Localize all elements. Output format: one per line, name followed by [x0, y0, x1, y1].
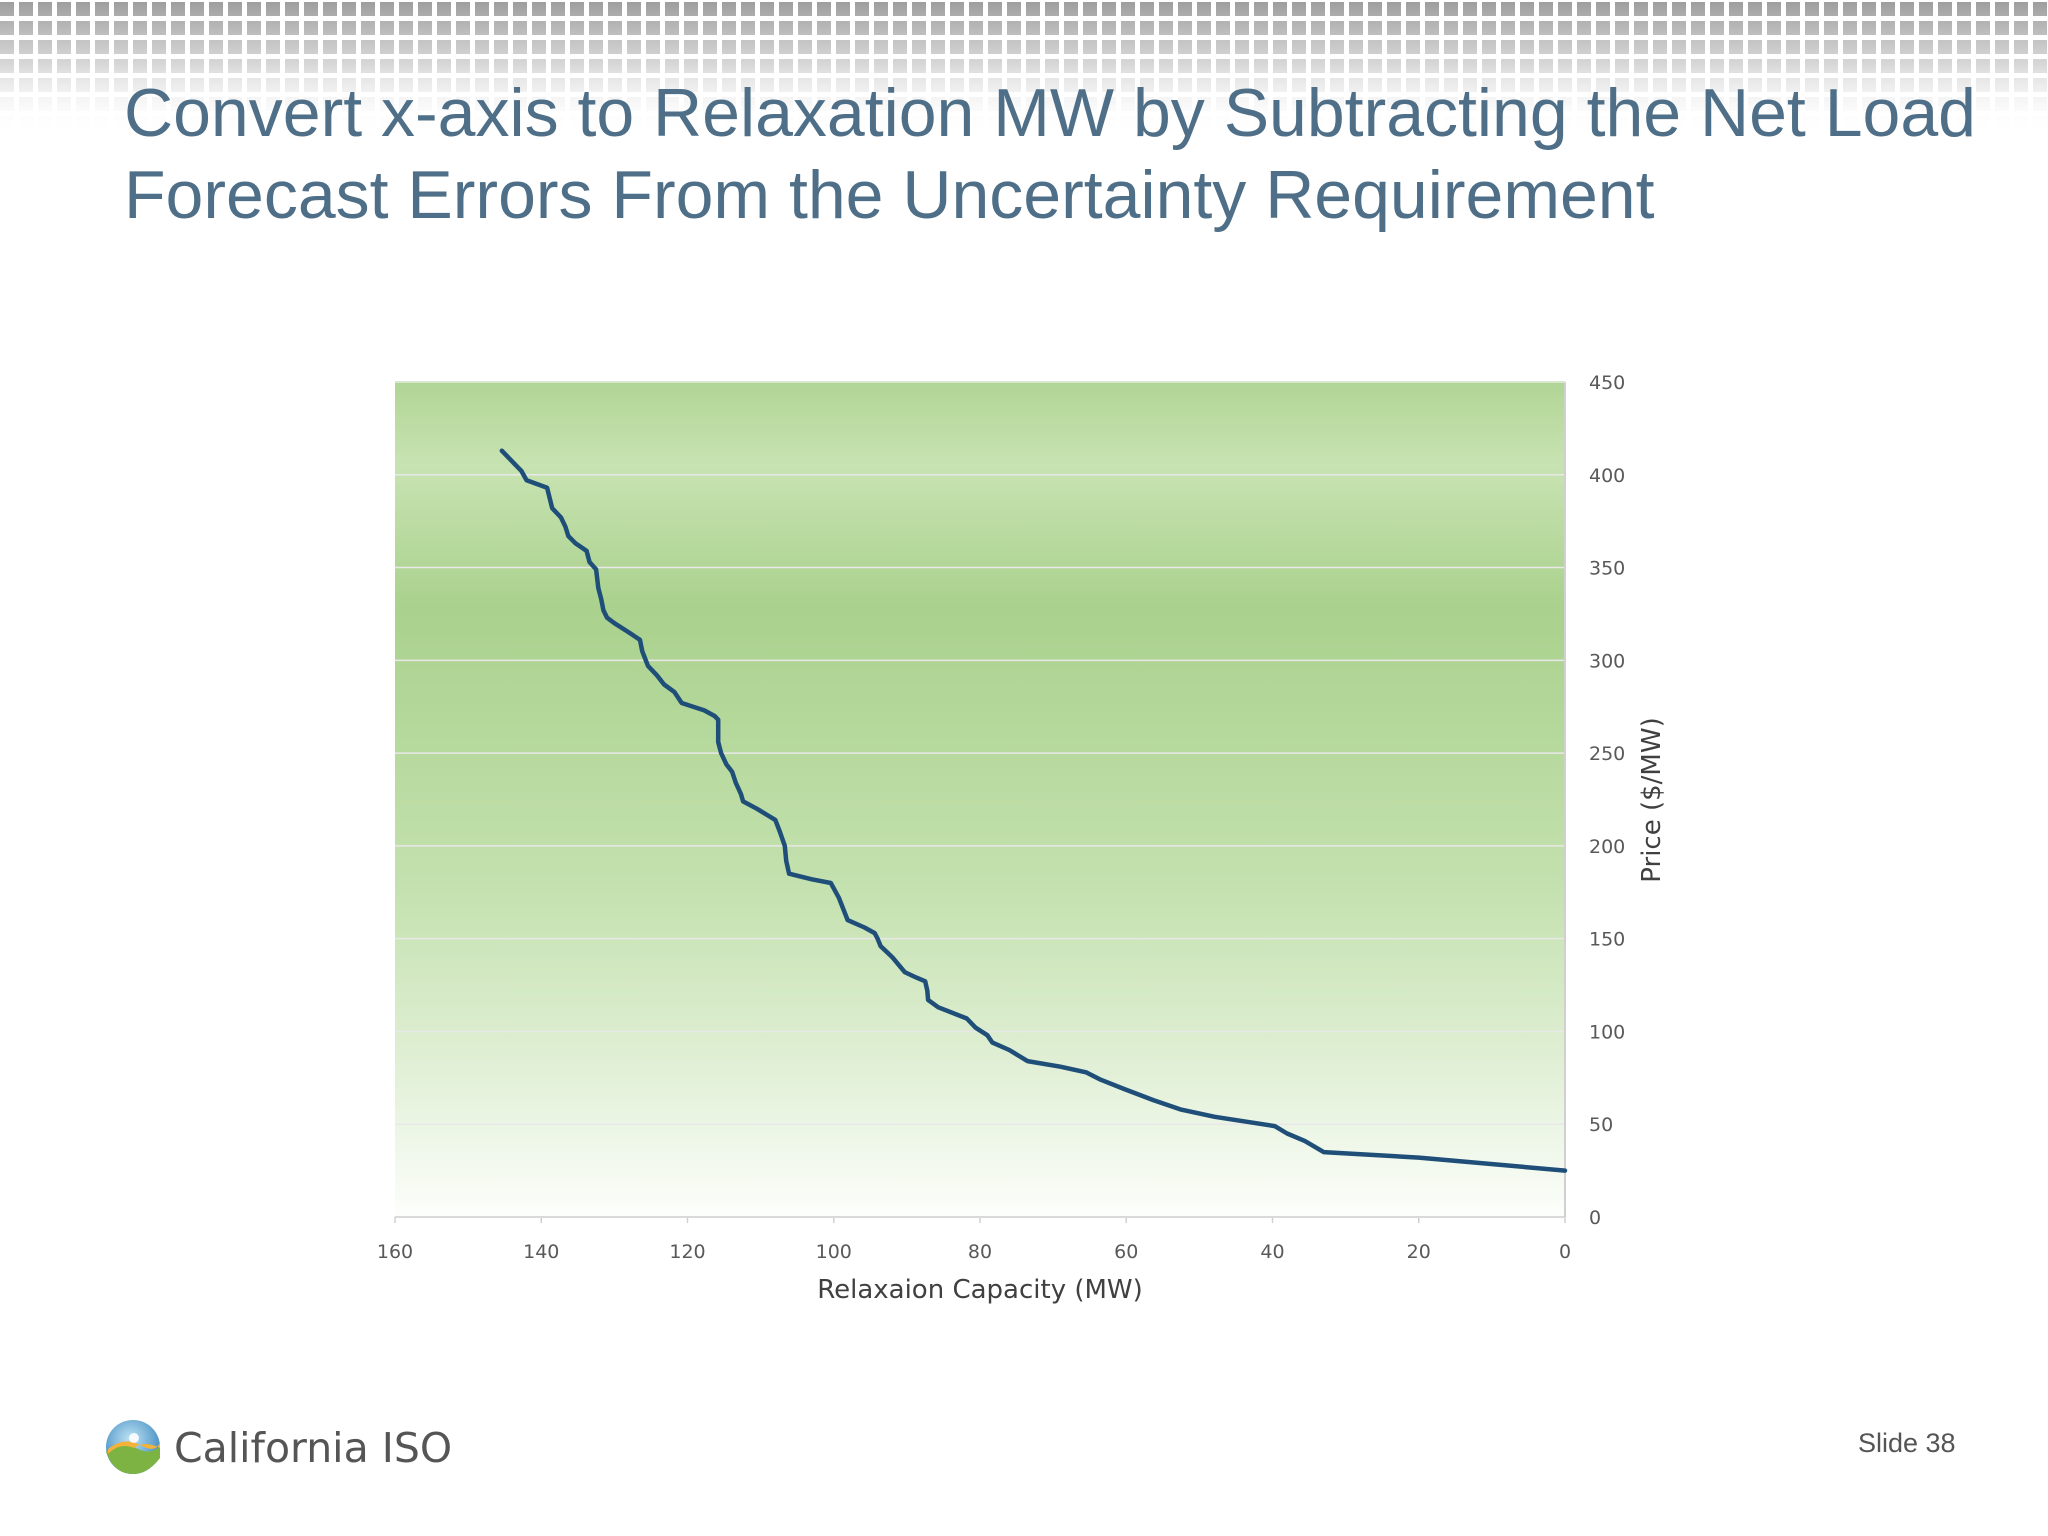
y-tick-label: 50 [1589, 1114, 1613, 1136]
y-tick-label: 400 [1589, 465, 1625, 487]
y-axis-title: Price ($/MW) [1637, 717, 1667, 882]
header-fade [0, 0, 2048, 140]
y-tick-label: 300 [1589, 650, 1625, 672]
x-tick-label: 60 [1114, 1241, 1138, 1263]
x-tick-label: 40 [1260, 1241, 1284, 1263]
x-tick-label: 120 [669, 1241, 705, 1263]
slide-number: Slide 38 [1858, 1428, 1956, 1458]
x-tick-label: 0 [1559, 1241, 1571, 1263]
price-curve-line [499, 448, 1568, 1173]
x-axis-title: Relaxaion Capacity (MW) [817, 1275, 1143, 1305]
x-tick-label: 160 [377, 1241, 413, 1263]
california-iso-logo: California ISO [104, 1414, 452, 1486]
x-tick-label: 20 [1407, 1241, 1431, 1263]
y-tick-label: 0 [1589, 1207, 1601, 1229]
y-tick-label: 250 [1589, 743, 1625, 765]
x-tick-label: 140 [523, 1241, 559, 1263]
y-tick-label: 100 [1589, 1021, 1625, 1043]
y-tick-label: 150 [1589, 929, 1625, 951]
axes [394, 381, 1566, 1223]
y-tick-label: 350 [1589, 558, 1625, 580]
series-layer [499, 448, 1568, 1173]
x-tick-label: 80 [968, 1241, 992, 1263]
y-tick-label: 450 [1589, 372, 1625, 394]
plot-area [395, 382, 1565, 1217]
slide-title: Convert x-axis to Relaxation MW by Subtr… [124, 75, 1976, 233]
y-tick-label: 200 [1589, 836, 1625, 858]
x-tick-label: 100 [816, 1241, 852, 1263]
sun-globe-icon [106, 1420, 160, 1474]
logo-text: California ISO [174, 1424, 453, 1472]
